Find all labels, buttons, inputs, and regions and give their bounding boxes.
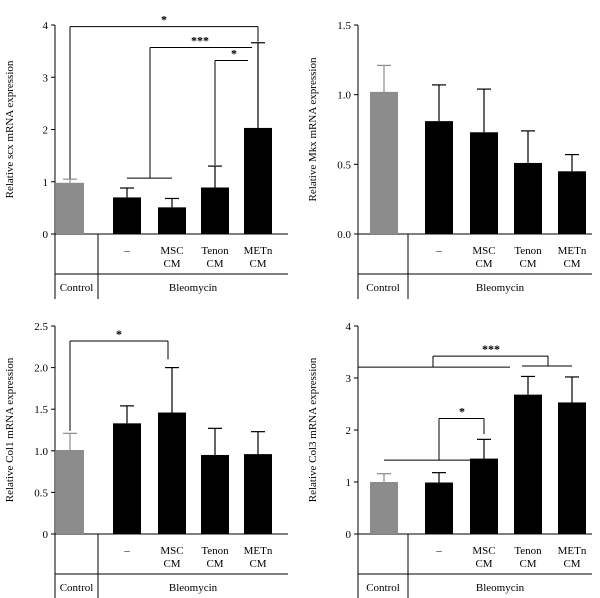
y-tick-label: 4 <box>43 20 49 32</box>
category-label: CM <box>563 258 580 270</box>
category-label: METn <box>558 245 587 257</box>
group-label-control: Control <box>366 582 400 594</box>
y-tick-label: 4 <box>346 321 352 333</box>
y-tick-label: 3 <box>43 72 49 84</box>
bar-5 <box>558 171 586 234</box>
y-tick-label: 2.5 <box>34 321 48 333</box>
y-axis-label: Relative scx mRNA expression <box>4 60 16 198</box>
bar-4 <box>514 162 542 234</box>
category-label: Tenon <box>201 545 229 557</box>
category-label: CM <box>206 258 223 270</box>
category-label: CM <box>475 258 492 270</box>
bar-1 <box>370 91 398 234</box>
category-label: CM <box>249 558 266 570</box>
significance-label: * <box>231 47 237 61</box>
bar-4 <box>514 394 542 534</box>
bar-2 <box>425 121 453 234</box>
group-label-bleomycin: Bleomycin <box>476 282 525 294</box>
category-label: CM <box>163 558 180 570</box>
category-label: CM <box>163 258 180 270</box>
category-label: CM <box>206 558 223 570</box>
group-label-bleomycin: Bleomycin <box>476 582 525 594</box>
significance-label: *** <box>191 33 209 47</box>
category-label: METn <box>244 245 273 257</box>
bar-1 <box>56 182 84 234</box>
y-tick-label: 1 <box>43 177 49 189</box>
chart-panel-3: 0 0.5 1.0 1.5 2.0 2.5 Relative Col1 mRNA expre… <box>4 321 288 598</box>
y-tick-label: 0 <box>43 529 49 541</box>
category-label: CM <box>519 558 536 570</box>
y-tick-label: 0.5 <box>337 159 351 171</box>
category-label: MSC <box>160 245 183 257</box>
bar-5 <box>244 127 272 234</box>
y-tick-label: 0.5 <box>34 487 48 499</box>
bar-3 <box>470 132 498 234</box>
group-label-bleomycin: Bleomycin <box>169 282 218 294</box>
category-label: Tenon <box>201 245 229 257</box>
significance-label: * <box>116 327 122 341</box>
bar-4 <box>201 454 229 534</box>
chart-panel-2: 0.0 0.5 1.0 1.5 Relative Mkx mRNA expression… <box>307 20 592 299</box>
y-axis-label: Relative Col3 mRNA expression <box>307 357 319 502</box>
significance-label: * <box>161 13 167 27</box>
bar-1 <box>56 449 84 534</box>
group-label-control: Control <box>60 282 94 294</box>
category-label: CM <box>249 258 266 270</box>
category-label: METn <box>558 545 587 557</box>
bar-2 <box>425 482 453 534</box>
category-label: CM <box>519 258 536 270</box>
category-label: – <box>435 545 442 557</box>
bar-1 <box>370 482 398 534</box>
bar-2 <box>113 423 141 534</box>
group-label-control: Control <box>366 282 400 294</box>
y-tick-label: 1.5 <box>337 20 351 32</box>
y-tick-label: 1.5 <box>34 404 48 416</box>
category-label: CM <box>563 558 580 570</box>
group-label-bleomycin: Bleomycin <box>169 582 218 594</box>
bar-3 <box>470 458 498 534</box>
y-tick-label: 2 <box>346 425 352 437</box>
y-tick-label: 1 <box>346 477 352 489</box>
category-label: METn <box>244 545 273 557</box>
bar-3 <box>158 207 186 234</box>
category-label: MSC <box>472 545 495 557</box>
significance-label: *** <box>482 342 500 356</box>
y-tick-label: 0 <box>346 529 352 541</box>
bar-2 <box>113 197 141 234</box>
category-label: – <box>123 245 130 257</box>
y-tick-label: 1.0 <box>34 446 48 458</box>
category-label: MSC <box>160 545 183 557</box>
category-label: Tenon <box>514 245 542 257</box>
y-tick-label: 0.0 <box>337 229 351 241</box>
y-tick-label: 2.0 <box>34 363 48 375</box>
category-label: CM <box>475 558 492 570</box>
y-tick-label: 0 <box>43 229 49 241</box>
y-tick-label: 1.0 <box>337 90 351 102</box>
y-axis-label: Relative Col1 mRNA expression <box>4 357 16 502</box>
bar-4 <box>201 187 229 234</box>
bar-5 <box>558 402 586 534</box>
bar-5 <box>244 454 272 534</box>
category-label: MSC <box>472 245 495 257</box>
y-tick-label: 3 <box>346 373 352 385</box>
significance-label: * <box>459 405 465 419</box>
category-label: – <box>123 545 130 557</box>
category-label: – <box>435 245 442 257</box>
category-label: Tenon <box>514 545 542 557</box>
y-axis-label: Relative Mkx mRNA expression <box>307 57 319 201</box>
y-tick-label: 2 <box>43 125 49 137</box>
group-label-control: Control <box>60 582 94 594</box>
bar-3 <box>158 412 186 534</box>
